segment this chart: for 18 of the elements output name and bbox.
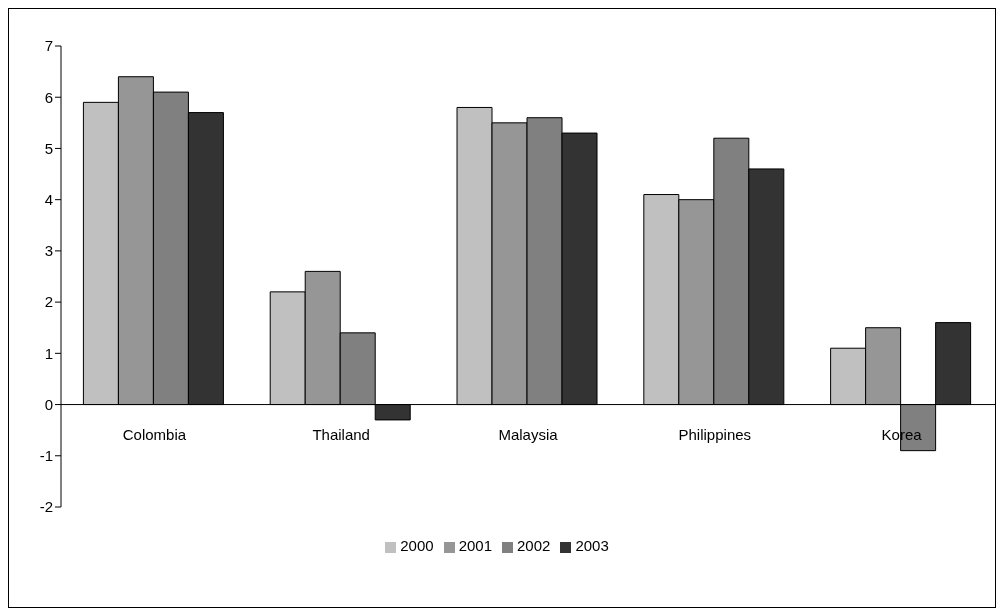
y-tick-label: -2 [39, 498, 53, 516]
legend-label: 2002 [517, 537, 551, 554]
y-tick-label: 7 [44, 37, 53, 55]
y-tick-label: 1 [44, 344, 53, 362]
y-tick-label: 6 [44, 88, 53, 106]
y-tick-label: 2 [44, 293, 53, 311]
y-tick-label: 0 [44, 395, 53, 413]
legend-label: 2003 [575, 537, 609, 554]
legend-label: 2000 [400, 537, 434, 554]
x-tick-label: Colombia [122, 425, 187, 443]
x-tick-label: Malaysia [498, 425, 559, 443]
legend-label: 2001 [458, 537, 492, 554]
x-tick-label: Thailand [312, 425, 370, 443]
y-tick-label: 5 [44, 139, 53, 157]
y-tick-label: 3 [44, 242, 53, 260]
x-tick-label: Philippines [678, 425, 752, 443]
y-tick-label: 4 [44, 190, 53, 208]
y-tick-label: -1 [39, 447, 53, 465]
